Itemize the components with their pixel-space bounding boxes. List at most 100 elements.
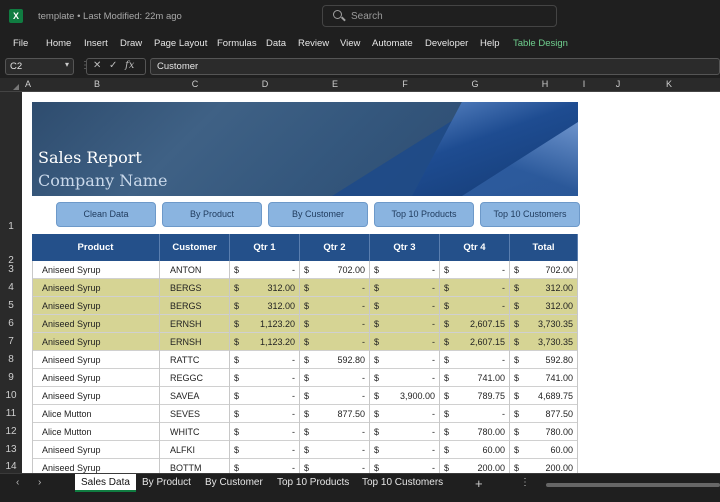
q2-cell[interactable]: $592.80 bbox=[300, 351, 370, 369]
q1-cell[interactable]: $ - bbox=[230, 459, 300, 473]
sheet-tab-by-product[interactable]: By Product bbox=[142, 477, 191, 488]
q4-cell[interactable]: $ - bbox=[440, 351, 510, 369]
row-header-10[interactable]: 10 bbox=[5, 390, 17, 401]
total-cell[interactable]: $877.50 bbox=[510, 405, 578, 423]
q3-cell[interactable]: $ - bbox=[370, 405, 440, 423]
cancel-icon[interactable]: ✕ bbox=[93, 60, 102, 71]
q2-cell[interactable]: $ - bbox=[300, 387, 370, 405]
customer-cell[interactable]: WHITC bbox=[160, 423, 230, 441]
row-header-5[interactable]: 5 bbox=[8, 300, 14, 311]
total-cell[interactable]: $60.00 bbox=[510, 441, 578, 459]
q2-cell[interactable]: $ - bbox=[300, 333, 370, 351]
q4-cell[interactable]: $2,607.15 bbox=[440, 333, 510, 351]
total-cell[interactable]: $4,689.75 bbox=[510, 387, 578, 405]
column-header-d[interactable]: D bbox=[261, 79, 269, 89]
column-title-qtr-1[interactable]: Qtr 1 bbox=[230, 234, 300, 261]
q2-cell[interactable]: $ - bbox=[300, 459, 370, 473]
column-header-i[interactable]: I bbox=[582, 79, 586, 89]
menu-automate[interactable]: Automate bbox=[372, 38, 413, 49]
column-title-total[interactable]: Total bbox=[510, 234, 578, 261]
column-title-product[interactable]: Product bbox=[32, 234, 160, 261]
q4-cell[interactable]: $200.00 bbox=[440, 459, 510, 473]
document-title[interactable]: template • Last Modified: 22m ago bbox=[38, 11, 182, 22]
q3-cell[interactable]: $ - bbox=[370, 441, 440, 459]
q1-cell[interactable]: $312.00 bbox=[230, 279, 300, 297]
formula-input[interactable]: Customer bbox=[150, 58, 720, 75]
column-header-f[interactable]: F bbox=[402, 79, 408, 89]
column-header-k[interactable]: K bbox=[665, 79, 672, 89]
total-cell[interactable]: $200.00 bbox=[510, 459, 578, 473]
plus-icon[interactable]: + bbox=[475, 476, 483, 491]
customer-cell[interactable]: BOTTM bbox=[160, 459, 230, 473]
q3-cell[interactable]: $ - bbox=[370, 351, 440, 369]
product-cell[interactable]: Aniseed Syrup bbox=[32, 387, 160, 405]
q2-cell[interactable]: $ - bbox=[300, 423, 370, 441]
column-header-g[interactable]: G bbox=[471, 79, 479, 89]
column-title-qtr-2[interactable]: Qtr 2 bbox=[300, 234, 370, 261]
row-header-14[interactable]: 14 bbox=[5, 461, 17, 472]
q3-cell[interactable]: $ - bbox=[370, 333, 440, 351]
column-header-b[interactable]: B bbox=[93, 79, 100, 89]
q4-cell[interactable]: $ - bbox=[440, 405, 510, 423]
q1-cell[interactable]: $ - bbox=[230, 261, 300, 279]
product-cell[interactable]: Aniseed Syrup bbox=[32, 333, 160, 351]
q3-cell[interactable]: $3,900.00 bbox=[370, 387, 440, 405]
q1-cell[interactable]: $ - bbox=[230, 423, 300, 441]
menu-data[interactable]: Data bbox=[266, 38, 287, 49]
total-cell[interactable]: $312.00 bbox=[510, 297, 578, 315]
q2-cell[interactable]: $702.00 bbox=[300, 261, 370, 279]
row-header-6[interactable]: 6 bbox=[8, 318, 14, 329]
row-header-7[interactable]: 7 bbox=[8, 336, 14, 347]
product-cell[interactable]: Alice Mutton bbox=[32, 423, 160, 441]
worksheet-grid[interactable]: Sales Report Company Name Clean Data By P… bbox=[22, 92, 720, 473]
product-cell[interactable]: Aniseed Syrup bbox=[32, 297, 160, 315]
column-header-e[interactable]: E bbox=[331, 79, 338, 89]
q1-cell[interactable]: $1,123.20 bbox=[230, 333, 300, 351]
top-10-customers-button[interactable]: Top 10 Customers bbox=[480, 202, 580, 227]
q4-cell[interactable]: $741.00 bbox=[440, 369, 510, 387]
q3-cell[interactable]: $ - bbox=[370, 423, 440, 441]
total-cell[interactable]: $741.00 bbox=[510, 369, 578, 387]
q4-cell[interactable]: $ - bbox=[440, 297, 510, 315]
q3-cell[interactable]: $ - bbox=[370, 369, 440, 387]
product-cell[interactable]: Aniseed Syrup bbox=[32, 369, 160, 387]
customer-cell[interactable]: REGGC bbox=[160, 369, 230, 387]
customer-cell[interactable]: ERNSH bbox=[160, 333, 230, 351]
product-cell[interactable]: Aniseed Syrup bbox=[32, 351, 160, 369]
row-header-11[interactable]: 11 bbox=[5, 408, 17, 419]
product-cell[interactable]: Aniseed Syrup bbox=[32, 279, 160, 297]
menu-review[interactable]: Review bbox=[298, 38, 330, 49]
more-options-icon[interactable]: ⋮ bbox=[80, 60, 90, 71]
menu-page-layout[interactable]: Page Layout bbox=[154, 38, 208, 49]
q1-cell[interactable]: $312.00 bbox=[230, 297, 300, 315]
row-header-4[interactable]: 4 bbox=[8, 282, 14, 293]
column-header-j[interactable]: J bbox=[615, 79, 621, 89]
column-header-h[interactable]: H bbox=[541, 79, 549, 89]
column-header-c[interactable]: C bbox=[191, 79, 199, 89]
product-cell[interactable]: Alice Mutton bbox=[32, 405, 160, 423]
total-cell[interactable]: $592.80 bbox=[510, 351, 578, 369]
q3-cell[interactable]: $ - bbox=[370, 297, 440, 315]
q1-cell[interactable]: $ - bbox=[230, 369, 300, 387]
product-cell[interactable]: Aniseed Syrup bbox=[32, 261, 160, 279]
menu-developer[interactable]: Developer bbox=[425, 38, 469, 49]
row-header-13[interactable]: 13 bbox=[5, 444, 17, 455]
customer-cell[interactable]: ALFKI bbox=[160, 441, 230, 459]
menu-insert[interactable]: Insert bbox=[84, 38, 108, 49]
total-cell[interactable]: $702.00 bbox=[510, 261, 578, 279]
row-header-8[interactable]: 8 bbox=[8, 354, 14, 365]
row-header-9[interactable]: 9 bbox=[8, 372, 14, 383]
customer-cell[interactable]: SEVES bbox=[160, 405, 230, 423]
customer-cell[interactable]: ANTON bbox=[160, 261, 230, 279]
menu-formulas[interactable]: Formulas bbox=[217, 38, 257, 49]
customer-cell[interactable]: BERGS bbox=[160, 297, 230, 315]
q1-cell[interactable]: $ - bbox=[230, 351, 300, 369]
q2-cell[interactable]: $ - bbox=[300, 315, 370, 333]
select-all-corner[interactable] bbox=[0, 78, 22, 92]
by-product-button[interactable]: By Product bbox=[162, 202, 262, 227]
q4-cell[interactable]: $ - bbox=[440, 261, 510, 279]
chevron-down-icon[interactable]: ▾ bbox=[64, 60, 69, 69]
customer-cell[interactable]: RATTC bbox=[160, 351, 230, 369]
total-cell[interactable]: $3,730.35 bbox=[510, 333, 578, 351]
row-header-1[interactable]: 1 bbox=[8, 221, 14, 232]
